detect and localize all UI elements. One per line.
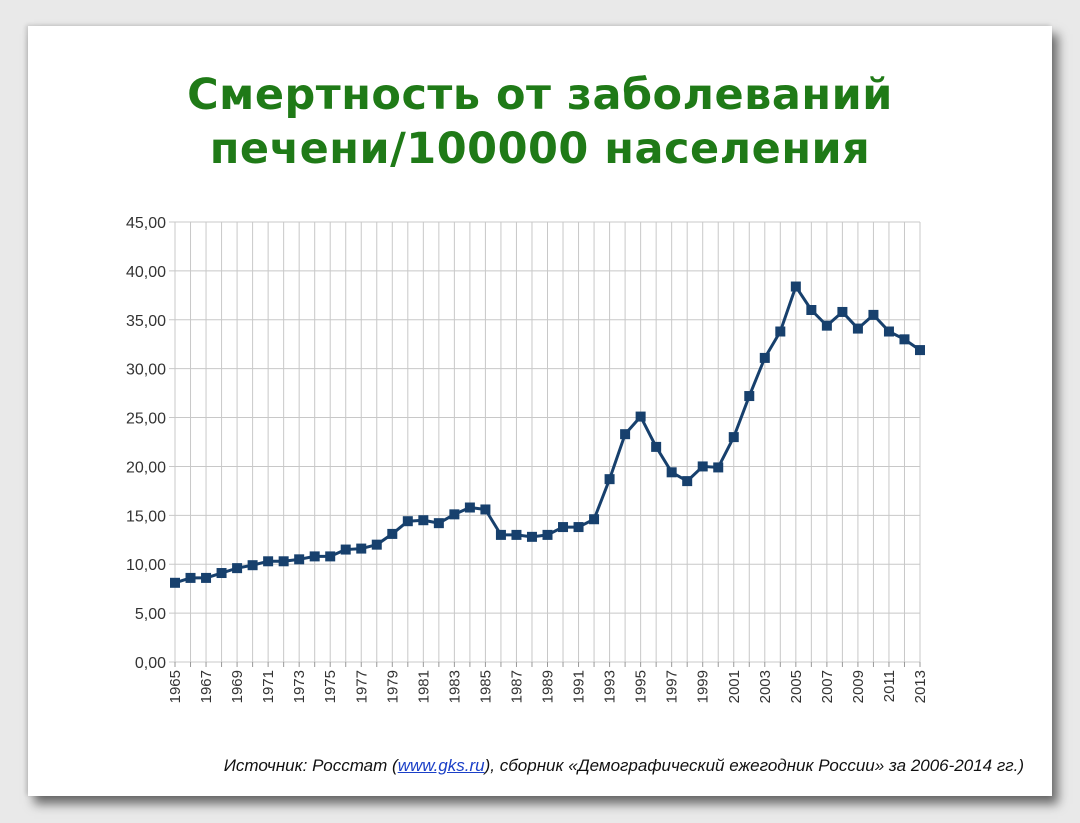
data-point-marker <box>775 326 786 337</box>
data-point-marker <box>728 432 739 443</box>
y-tick-label: 0,00 <box>135 655 166 672</box>
x-tick-label: 1989 <box>540 670 557 703</box>
data-point-marker <box>480 504 491 515</box>
x-tick-label: 1983 <box>446 670 463 703</box>
x-tick-label: 2005 <box>788 670 805 703</box>
x-tick-label: 1981 <box>415 670 432 703</box>
data-point-marker <box>340 544 351 555</box>
slide: Смертность от заболеваний печени/100000 … <box>28 26 1052 796</box>
data-point-marker <box>294 554 305 565</box>
x-tick-label: 1999 <box>695 670 712 703</box>
y-tick-label: 45,00 <box>126 215 166 232</box>
data-point-marker <box>185 572 196 583</box>
data-point-marker <box>325 551 336 562</box>
data-point-marker <box>511 529 522 540</box>
x-tick-label: 1965 <box>167 670 184 703</box>
data-point-marker <box>759 352 770 363</box>
x-tick-label: 1979 <box>384 670 401 703</box>
data-point-marker <box>635 411 646 422</box>
data-point-marker <box>449 509 460 520</box>
x-tick-label: 1993 <box>602 670 619 703</box>
data-point-marker <box>682 476 693 487</box>
data-point-marker <box>915 345 925 356</box>
y-tick-label: 25,00 <box>126 411 166 428</box>
data-point-marker <box>526 531 537 542</box>
data-point-marker <box>697 461 708 472</box>
x-tick-label: 1971 <box>260 670 277 703</box>
x-tick-label: 1973 <box>291 670 308 703</box>
chart-title-line-1: Смертность от заболеваний <box>187 70 893 120</box>
x-tick-label: 2009 <box>850 670 867 703</box>
data-point-marker <box>247 560 258 571</box>
data-point-marker <box>371 539 382 550</box>
x-tick-label: 1969 <box>229 670 246 703</box>
data-point-marker <box>837 306 848 317</box>
series-layer <box>170 281 925 588</box>
data-point-marker <box>542 529 553 540</box>
data-point-marker <box>589 514 600 525</box>
data-point-marker <box>558 522 569 533</box>
x-tick-label: 2013 <box>912 670 929 703</box>
x-tick-label: 1995 <box>633 670 650 703</box>
y-tick-label: 40,00 <box>126 264 166 281</box>
x-tick-label: 2003 <box>757 670 774 703</box>
source-note: Источник: Росстат (www.gks.ru), сборник … <box>28 756 1024 776</box>
source-link[interactable]: www.gks.ru <box>397 756 485 775</box>
data-point-marker <box>356 543 367 554</box>
source-suffix: ), сборник «Демографический ежегодник Ро… <box>484 756 1024 775</box>
x-tick-label: 2011 <box>881 670 898 702</box>
y-tick-label: 10,00 <box>126 557 166 574</box>
x-tick-label: 1997 <box>664 670 681 703</box>
data-point-marker <box>852 323 863 334</box>
data-point-marker <box>666 467 677 478</box>
chart-title: Смертность от заболеваний печени/100000 … <box>28 68 1052 176</box>
data-point-marker <box>309 551 320 562</box>
data-point-marker <box>868 309 879 320</box>
x-tick-label: 2001 <box>726 670 743 703</box>
data-point-marker <box>651 441 662 452</box>
data-point-marker <box>216 568 227 579</box>
data-point-marker <box>387 528 398 539</box>
chart-title-line-2: печени/100000 населения <box>209 124 871 174</box>
data-point-marker <box>744 391 755 402</box>
y-tick-label: 20,00 <box>126 459 166 476</box>
data-point-marker <box>495 529 506 540</box>
y-tick-label: 5,00 <box>135 606 166 623</box>
y-tick-label: 15,00 <box>126 508 166 525</box>
data-point-marker <box>713 462 724 473</box>
data-point-marker <box>418 515 429 526</box>
x-tick-label: 1987 <box>508 670 525 703</box>
source-prefix: Источник: Росстат ( <box>223 756 398 775</box>
data-point-marker <box>620 429 631 440</box>
x-axis-ticks: 1965 1967 1969 1971 1973 1975 1977 1979 1981 1983… <box>167 670 929 703</box>
y-axis-ticks: 0,00 5,00 10,00 15,00 20,00 25,00 30,00 35,00 40… <box>126 215 166 672</box>
data-point-marker <box>402 516 413 527</box>
data-point-marker <box>170 577 180 588</box>
data-point-marker <box>232 563 243 574</box>
data-point-marker <box>433 518 444 529</box>
chart-grid <box>169 221 921 667</box>
data-point-marker <box>821 320 832 331</box>
x-tick-label: 1991 <box>571 670 588 703</box>
x-tick-label: 1967 <box>198 670 215 703</box>
data-point-marker <box>899 334 910 345</box>
data-point-marker <box>263 556 274 567</box>
line-chart: 0,00 5,00 10,00 15,00 20,00 25,00 30,00 35,00 40… <box>126 215 929 703</box>
data-point-marker <box>278 556 289 567</box>
data-point-marker <box>604 474 615 485</box>
x-tick-label: 1975 <box>322 670 339 703</box>
data-point-marker <box>806 305 817 315</box>
data-point-marker <box>790 281 801 292</box>
data-point-marker <box>464 502 475 513</box>
x-tick-label: 2007 <box>819 670 836 703</box>
data-point-marker <box>883 326 894 337</box>
data-point-marker <box>573 522 584 533</box>
y-tick-label: 35,00 <box>126 313 166 330</box>
x-tick-label: 1985 <box>477 670 494 703</box>
y-tick-label: 30,00 <box>126 362 166 379</box>
x-tick-label: 1977 <box>353 670 370 703</box>
data-point-marker <box>201 572 212 583</box>
